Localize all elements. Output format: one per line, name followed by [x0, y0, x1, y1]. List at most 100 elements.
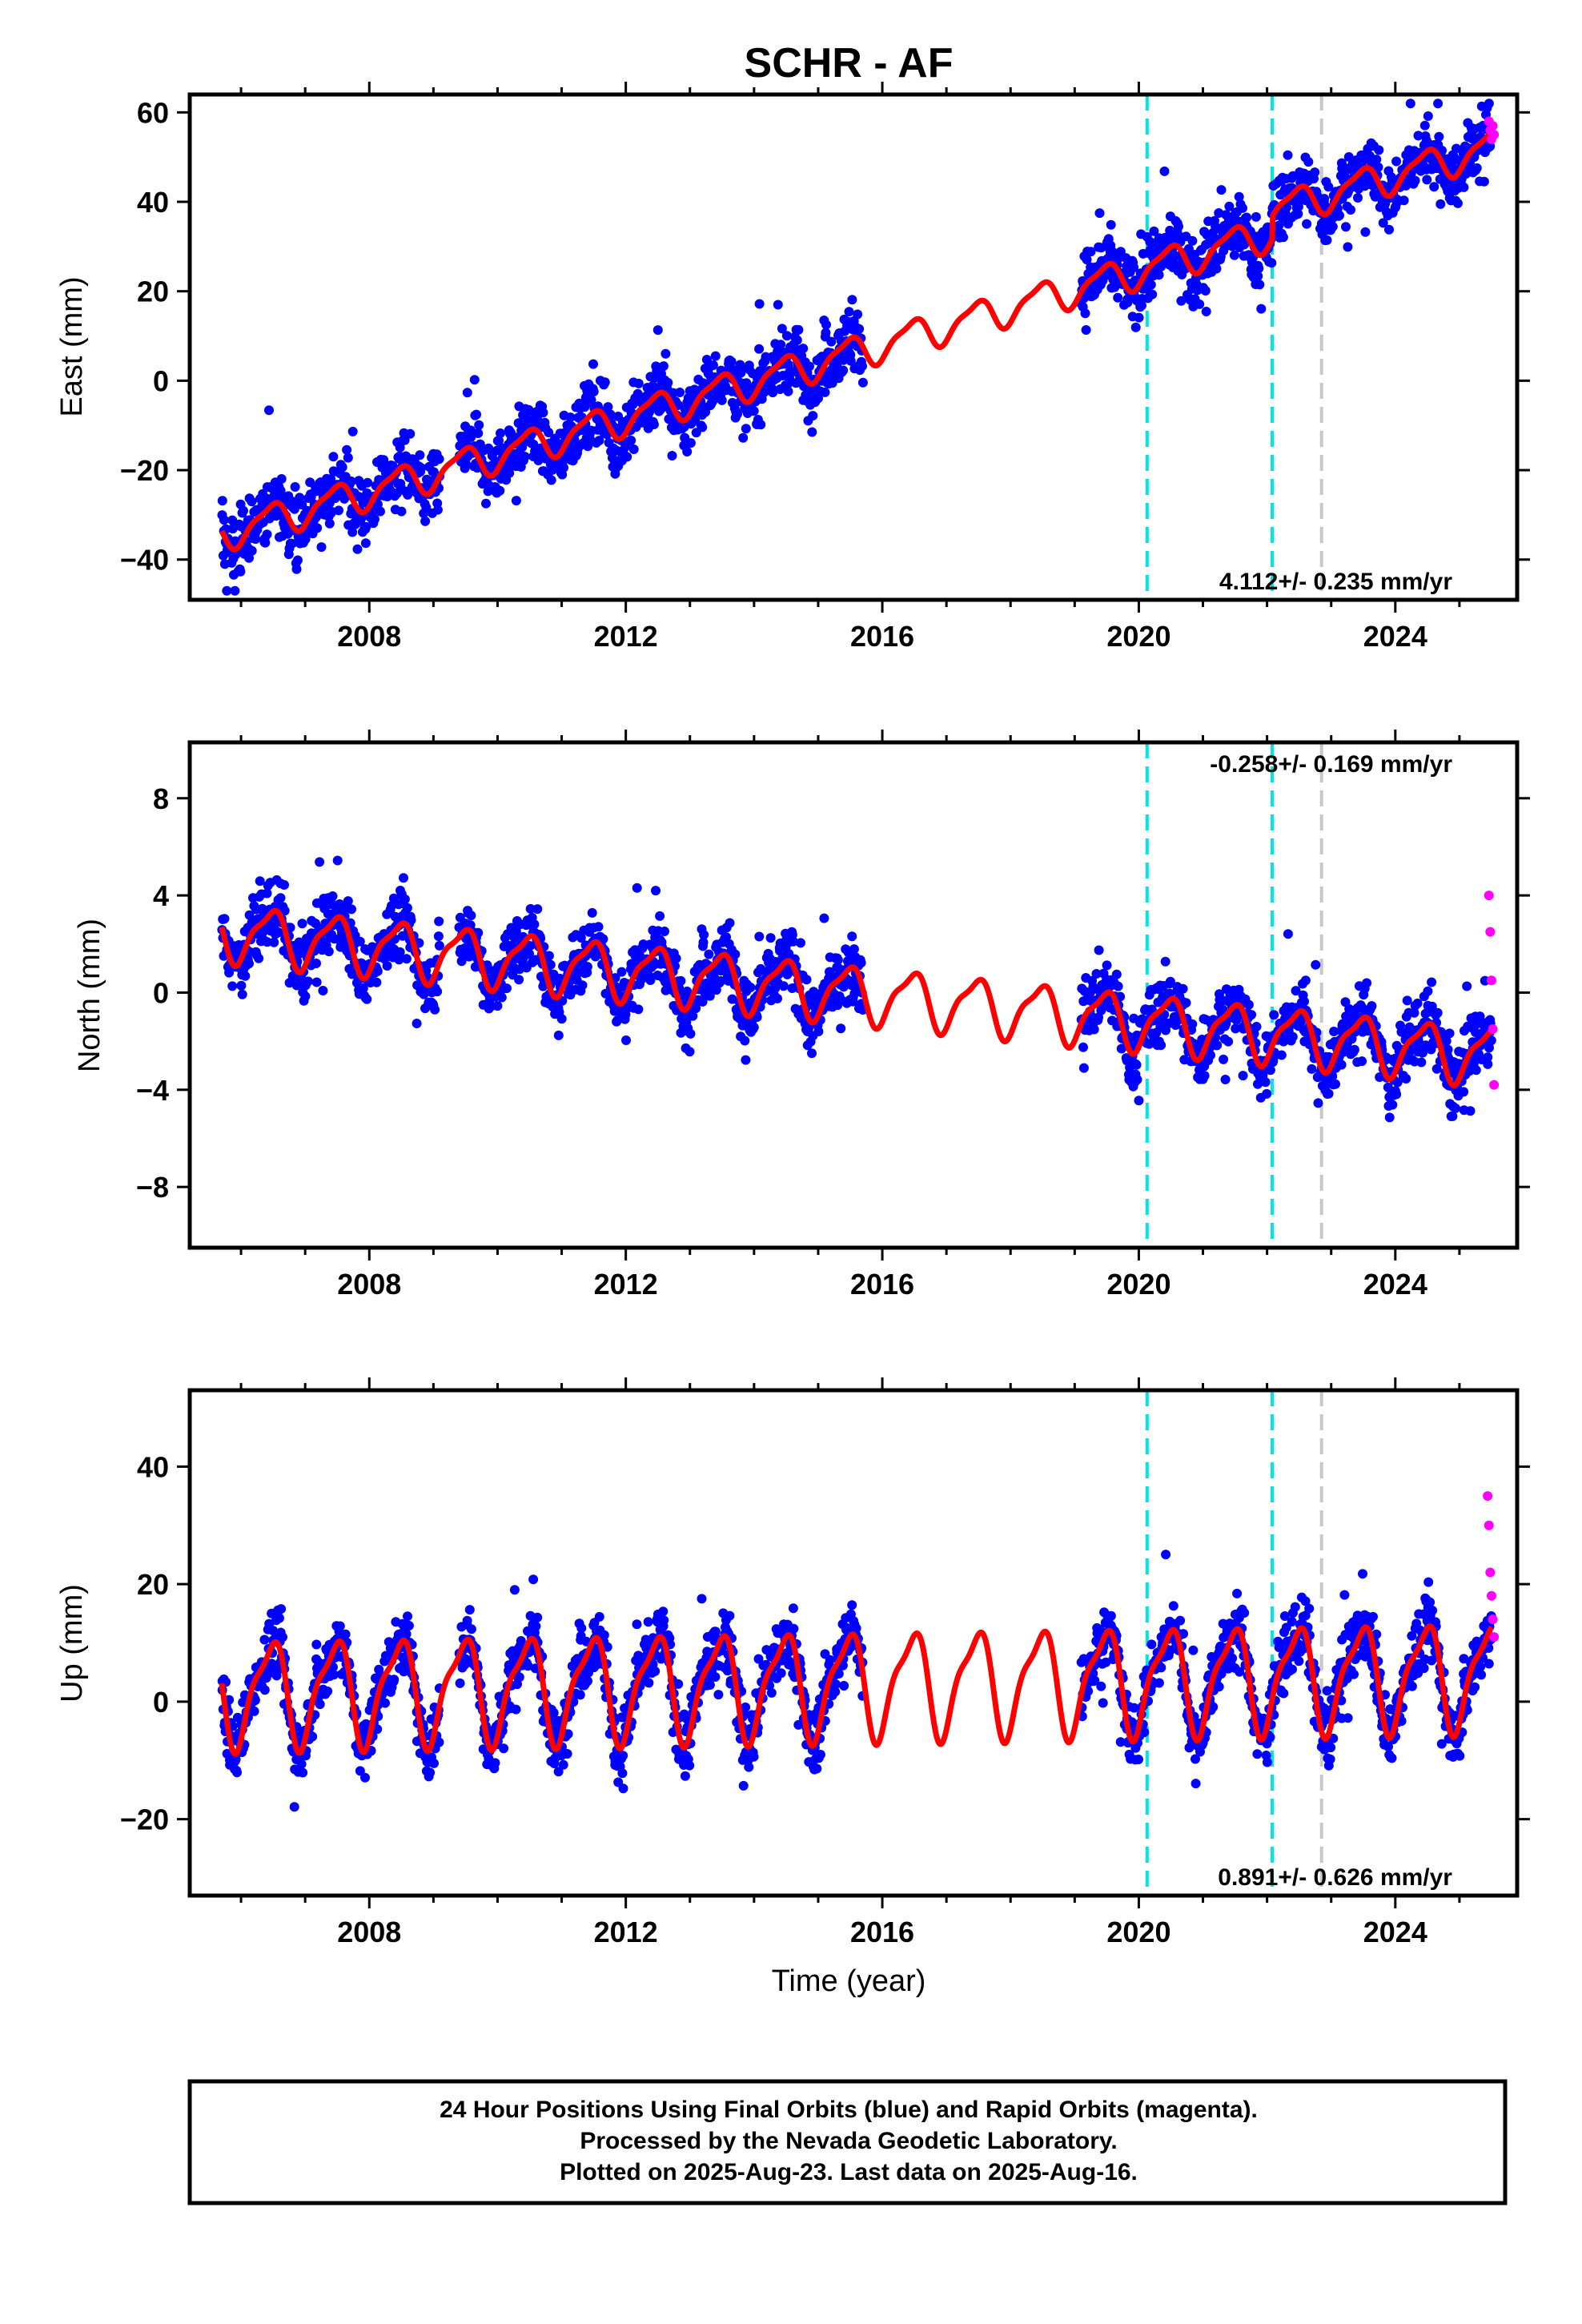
north-y-tick-label: −4	[136, 1074, 169, 1107]
up-final-point	[658, 1606, 669, 1617]
north-final-point	[1475, 1011, 1485, 1022]
up-final-point	[289, 1802, 299, 1812]
north-final-point	[492, 1001, 503, 1011]
up-final-point	[617, 1768, 628, 1779]
north-final-point	[300, 991, 311, 1002]
north-final-point	[387, 901, 396, 911]
up-final-point	[673, 1679, 684, 1689]
up-final-point	[232, 1767, 242, 1778]
east-final-point	[327, 506, 336, 517]
north-final-point	[1323, 1088, 1334, 1099]
east-final-point	[247, 497, 257, 507]
north-final-point	[833, 955, 843, 965]
north-final-point	[355, 936, 365, 947]
east-final-point	[342, 444, 352, 455]
east-final-point	[1255, 279, 1265, 290]
east-final-point	[312, 523, 323, 533]
north-final-point	[1287, 1031, 1298, 1042]
east-final-point	[262, 529, 272, 540]
up-final-point	[713, 1690, 724, 1700]
north-final-point	[1160, 956, 1170, 967]
north-final-point	[1262, 1088, 1272, 1099]
north-final-point	[1462, 981, 1472, 991]
east-final-point	[754, 344, 765, 354]
north-final-point	[496, 992, 507, 1003]
north-final-point	[1367, 1001, 1377, 1011]
east-final-point	[1353, 193, 1363, 203]
east-final-point	[1229, 250, 1239, 260]
north-final-point	[501, 983, 512, 994]
north-x-tick-label: 2008	[337, 1268, 401, 1301]
up-final-point	[618, 1783, 628, 1794]
up-final-point	[250, 1695, 260, 1706]
north-final-point	[343, 896, 353, 907]
north-ylabel: North (mm)	[73, 919, 106, 1072]
east-final-point	[472, 409, 481, 420]
north-final-point	[406, 915, 416, 925]
north-final-point	[434, 916, 444, 927]
east-final-point	[1410, 175, 1420, 186]
north-rapid-point	[1489, 1080, 1500, 1090]
up-final-point	[602, 1642, 612, 1652]
east-rate-label: 4.112+/- 0.235 mm/yr	[1219, 569, 1452, 595]
up-final-point	[466, 1624, 476, 1634]
east-final-point	[588, 359, 598, 369]
up-final-point	[650, 1666, 661, 1676]
north-final-point	[754, 931, 765, 942]
east-final-point	[1254, 263, 1264, 274]
north-final-point	[676, 975, 686, 986]
north-final-point	[311, 977, 322, 987]
up-final-point	[599, 1630, 609, 1640]
up-final-point	[531, 1621, 541, 1631]
north-final-point	[323, 947, 334, 957]
east-final-point	[793, 324, 804, 335]
up-final-point	[705, 1680, 715, 1690]
east-y-tick-label: 40	[137, 186, 169, 219]
east-final-point	[363, 477, 373, 488]
east-final-point	[853, 309, 863, 320]
north-final-point	[1331, 1079, 1340, 1089]
north-final-point	[1199, 1071, 1210, 1081]
east-final-point	[222, 585, 232, 596]
north-y-tick-label: 8	[153, 782, 169, 815]
north-final-point	[1418, 1047, 1427, 1058]
north-final-point	[1094, 945, 1104, 955]
up-final-point	[401, 1629, 412, 1639]
north-final-point	[1300, 975, 1311, 986]
east-y-tick-label: 0	[153, 364, 169, 397]
north-final-point	[1187, 1019, 1198, 1029]
north-final-point	[740, 1035, 750, 1046]
east-final-point	[844, 307, 854, 317]
north-final-point	[332, 855, 343, 866]
east-final-point	[741, 424, 751, 434]
east-final-point	[1130, 322, 1141, 332]
north-final-point	[1313, 1098, 1323, 1108]
east-final-point	[628, 444, 639, 454]
east-final-point	[821, 320, 831, 330]
north-final-point	[1311, 959, 1321, 970]
up-final-point	[685, 1760, 695, 1771]
up-final-point	[576, 1623, 587, 1634]
east-final-point	[260, 537, 271, 548]
up-final-point	[710, 1672, 721, 1682]
north-final-point	[1220, 1075, 1231, 1084]
east-final-point	[1319, 194, 1330, 204]
east-final-point	[1214, 208, 1224, 218]
up-final-point	[643, 1617, 653, 1627]
north-final-point	[1441, 1035, 1452, 1046]
up-final-point	[276, 1604, 287, 1614]
north-final-point	[514, 975, 524, 985]
east-final-point	[1303, 157, 1314, 167]
north-x-tick-label: 2012	[594, 1268, 658, 1301]
north-final-point	[1269, 1010, 1279, 1020]
north-final-point	[593, 922, 604, 932]
up-final-point	[259, 1634, 270, 1645]
north-final-point	[1471, 1065, 1481, 1076]
east-final-point	[290, 482, 300, 492]
up-final-point	[509, 1585, 520, 1595]
north-final-point	[688, 1011, 698, 1021]
east-final-point	[697, 422, 708, 432]
east-final-point	[415, 450, 425, 460]
